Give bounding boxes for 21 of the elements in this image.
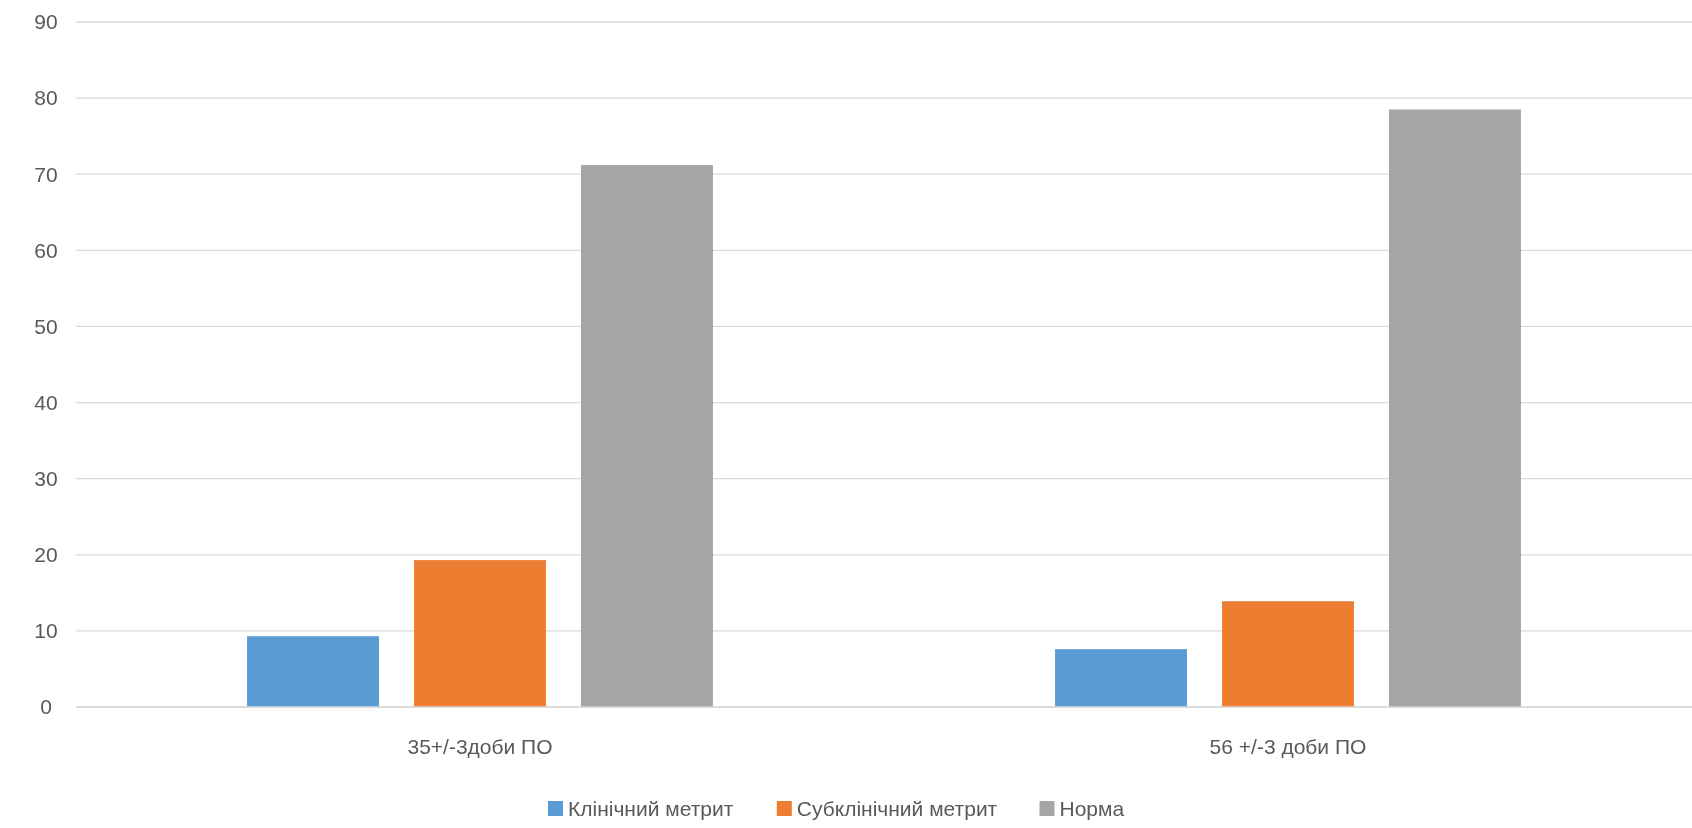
bar: [1389, 109, 1521, 707]
bar: [414, 560, 546, 707]
y-tick-label: 70: [34, 162, 58, 186]
y-tick-label: 90: [34, 10, 58, 34]
y-tick-label: 60: [34, 238, 58, 262]
x-tick-label: 56 +/-3 доби ПО: [1209, 735, 1367, 759]
legend-label: Клінічний метрит: [568, 797, 734, 821]
y-tick-label: 40: [34, 390, 58, 414]
bar: [581, 165, 713, 707]
y-tick-label: 50: [34, 314, 58, 338]
bar: [1055, 649, 1187, 707]
y-tick-label: 30: [34, 467, 58, 491]
y-tick-label: 0: [40, 695, 52, 719]
y-tick-label: 80: [34, 86, 58, 110]
legend-label: Субклінічний метрит: [796, 797, 998, 821]
y-tick-label: 20: [34, 543, 58, 567]
legend-label: Норма: [1059, 797, 1125, 821]
bar: [1222, 601, 1354, 707]
y-tick-label: 10: [34, 619, 58, 643]
x-tick-label: 35+/-3доби ПО: [407, 735, 553, 759]
bar: [247, 636, 379, 707]
